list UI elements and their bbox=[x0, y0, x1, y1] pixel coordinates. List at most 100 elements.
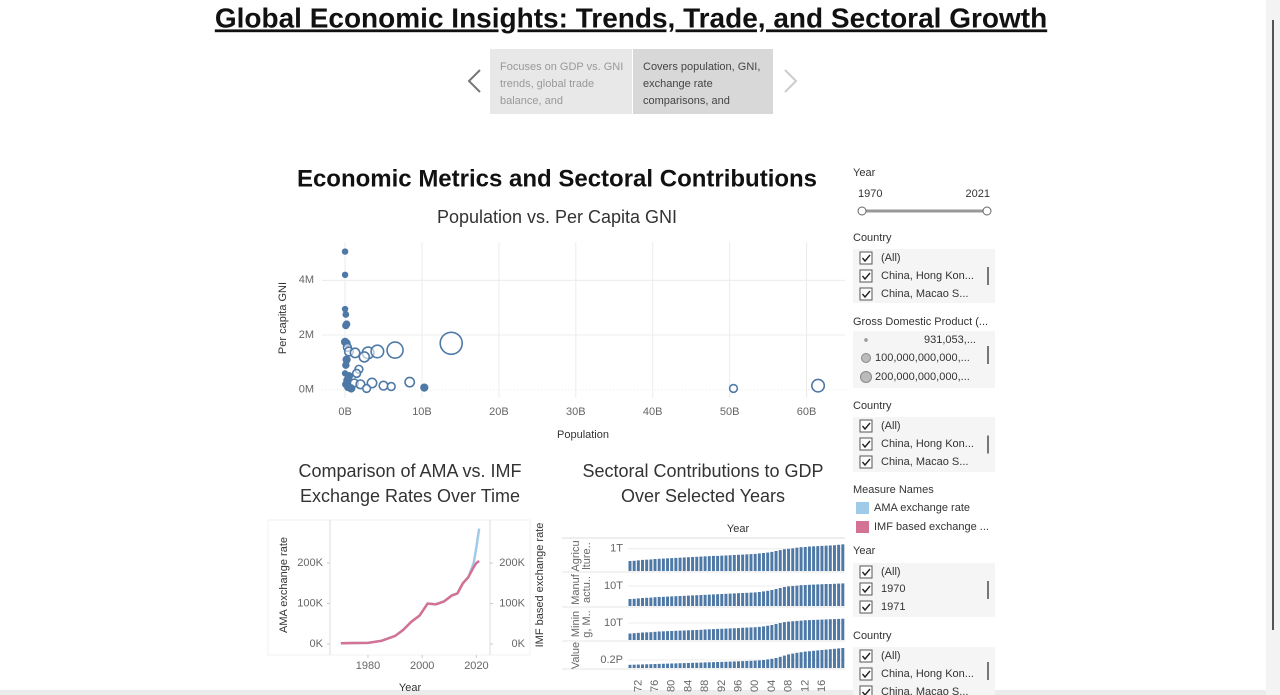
bar bbox=[837, 544, 841, 571]
bar bbox=[824, 545, 828, 571]
scatter-point bbox=[347, 384, 356, 393]
bar bbox=[832, 619, 836, 640]
bar bbox=[653, 664, 657, 668]
filter-list bbox=[853, 563, 995, 617]
bar bbox=[770, 551, 774, 571]
checkbox[interactable] bbox=[859, 685, 873, 695]
bar bbox=[753, 553, 757, 571]
bar bbox=[686, 630, 690, 640]
carousel-card[interactable]: Covers population, GNI, exchange rate co… bbox=[633, 49, 773, 114]
checkbox[interactable] bbox=[859, 251, 873, 265]
x-tick-label: 50B bbox=[720, 406, 740, 418]
scatter-point bbox=[341, 271, 349, 279]
bar bbox=[720, 661, 724, 668]
x-tick-label: 40B bbox=[643, 406, 663, 418]
checkbox[interactable] bbox=[859, 287, 873, 301]
bar bbox=[820, 619, 824, 640]
bar bbox=[707, 629, 711, 640]
bar bbox=[686, 662, 690, 668]
bar bbox=[832, 583, 836, 606]
legend-swatch[interactable] bbox=[856, 521, 869, 533]
filter-item: China, Hong Kon... bbox=[881, 438, 974, 450]
bar bbox=[745, 592, 749, 606]
bar bbox=[666, 596, 670, 606]
bar bbox=[787, 548, 791, 571]
bar bbox=[820, 545, 824, 571]
x-tick-label: 92 bbox=[716, 680, 728, 692]
bar bbox=[745, 627, 749, 640]
bar bbox=[795, 547, 799, 571]
size-symbol bbox=[864, 338, 868, 342]
x-tick-label: 88 bbox=[699, 680, 711, 692]
bar bbox=[711, 555, 715, 571]
bar bbox=[670, 596, 674, 606]
bar bbox=[666, 558, 670, 571]
row-header: Value bbox=[570, 642, 582, 669]
checkbox[interactable] bbox=[859, 649, 873, 663]
x-axis-label: Year bbox=[399, 682, 422, 694]
slider-handle[interactable] bbox=[857, 206, 867, 216]
x-tick-label: 30B bbox=[566, 406, 586, 418]
legend-label[interactable]: IMF based exchange ... bbox=[874, 521, 989, 533]
row-header: g, M.. bbox=[581, 610, 593, 638]
filter-title: Year bbox=[853, 545, 876, 557]
y-tick-label: 2M bbox=[299, 329, 314, 341]
legend-label[interactable]: AMA exchange rate bbox=[874, 502, 970, 514]
filter-item: 1970 bbox=[881, 583, 905, 595]
carousel-card[interactable]: Focuses on GDP vs. GNI trends, global tr… bbox=[490, 49, 632, 114]
bar bbox=[728, 593, 732, 606]
bar bbox=[716, 628, 720, 640]
bar bbox=[828, 545, 832, 571]
scatter-point bbox=[439, 331, 464, 356]
bar bbox=[666, 631, 670, 640]
legend-swatch[interactable] bbox=[856, 502, 869, 514]
slider-handle[interactable] bbox=[982, 206, 992, 216]
x-tick-label: 0B bbox=[338, 406, 351, 418]
checkbox[interactable] bbox=[859, 455, 873, 469]
checkbox[interactable] bbox=[859, 582, 873, 596]
bar bbox=[757, 626, 761, 640]
bar bbox=[816, 584, 820, 606]
checkbox[interactable] bbox=[859, 600, 873, 614]
bar bbox=[682, 663, 686, 668]
bar bbox=[678, 630, 682, 640]
filter-list bbox=[853, 417, 995, 472]
checkbox[interactable] bbox=[859, 269, 873, 283]
x-tick-label: 12 bbox=[799, 680, 811, 692]
bar bbox=[670, 663, 674, 668]
x-tick-label: 20B bbox=[489, 406, 509, 418]
bar bbox=[720, 594, 724, 606]
bar bbox=[674, 630, 678, 640]
bottom-bar bbox=[0, 690, 1266, 695]
bar bbox=[824, 649, 828, 668]
bar bbox=[695, 662, 699, 668]
x-tick-label: 72 bbox=[632, 680, 644, 692]
x-tick-label: 16 bbox=[816, 680, 828, 692]
bar bbox=[791, 548, 795, 571]
carousel-prev[interactable] bbox=[467, 69, 481, 93]
x-tick-label: 80 bbox=[666, 680, 678, 692]
checkbox[interactable] bbox=[859, 437, 873, 451]
bar bbox=[753, 660, 757, 668]
bar bbox=[828, 584, 832, 606]
bar bbox=[807, 546, 811, 571]
size-label: 100,000,000,000,... bbox=[875, 352, 970, 364]
bar bbox=[832, 545, 836, 571]
bar bbox=[661, 631, 665, 640]
bar bbox=[757, 553, 761, 571]
filter-item: China, Hong Kon... bbox=[881, 270, 974, 282]
scatter-point bbox=[386, 381, 396, 392]
x-tick-label: 76 bbox=[649, 680, 661, 692]
checkbox[interactable] bbox=[859, 565, 873, 579]
filter-title: Gross Domestic Product (... bbox=[853, 316, 988, 328]
bar bbox=[695, 629, 699, 640]
carousel-next[interactable] bbox=[784, 69, 798, 93]
bar bbox=[807, 620, 811, 640]
checkbox[interactable] bbox=[859, 419, 873, 433]
y-tick-label: 0K bbox=[310, 638, 324, 650]
bar bbox=[636, 664, 640, 668]
bar bbox=[820, 650, 824, 668]
bar bbox=[682, 630, 686, 640]
checkbox[interactable] bbox=[859, 667, 873, 681]
bar bbox=[711, 594, 715, 606]
